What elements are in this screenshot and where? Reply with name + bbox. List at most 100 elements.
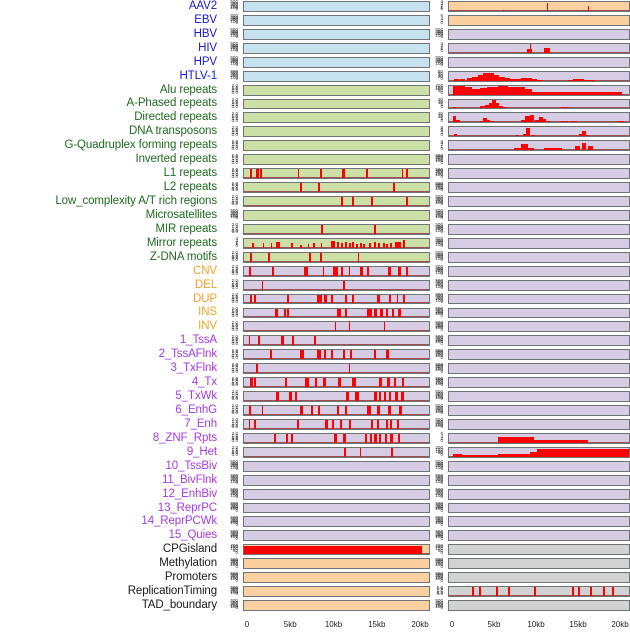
track-15-quies[interactable] bbox=[448, 530, 630, 542]
track-cnv[interactable] bbox=[243, 265, 430, 277]
track-14-reprpcwk[interactable] bbox=[448, 516, 630, 528]
track-2-tssaflnk[interactable] bbox=[448, 349, 630, 361]
track-cpgisland[interactable] bbox=[243, 544, 430, 556]
track-tad-boundary[interactable] bbox=[243, 600, 430, 611]
track-hiv[interactable] bbox=[448, 42, 630, 54]
track-directed-repeats[interactable] bbox=[243, 112, 430, 124]
track-15-quies[interactable] bbox=[243, 530, 430, 542]
track-ebv[interactable] bbox=[243, 14, 430, 26]
track-l2-repeats[interactable] bbox=[243, 182, 430, 194]
track-microsatellites[interactable] bbox=[243, 209, 430, 221]
track-htlv-1[interactable] bbox=[243, 70, 430, 82]
track-htlv-1[interactable] bbox=[448, 70, 630, 82]
track-methylation[interactable] bbox=[448, 558, 630, 570]
track-aav2[interactable] bbox=[448, 1, 630, 12]
track-7-enh[interactable] bbox=[448, 418, 630, 430]
track-mir-repeats[interactable] bbox=[243, 223, 430, 235]
track-baseline bbox=[449, 51, 629, 53]
y-tick-label: 400 bbox=[230, 530, 238, 536]
track-alu-repeats[interactable] bbox=[243, 84, 430, 96]
track-methylation[interactable] bbox=[243, 558, 430, 570]
track-a-phased-repeats[interactable] bbox=[448, 98, 630, 110]
track-6-enhg[interactable] bbox=[448, 405, 630, 416]
track-10-tssbiv[interactable] bbox=[448, 460, 630, 472]
track-cpgisland[interactable] bbox=[448, 544, 630, 556]
data-bar bbox=[573, 79, 579, 81]
track-promoters[interactable] bbox=[243, 572, 430, 584]
track-z-dna-motifs[interactable] bbox=[243, 251, 430, 263]
track-4-tx[interactable] bbox=[448, 377, 630, 389]
track-low-complexity-a-t-rich-regions[interactable] bbox=[448, 196, 630, 207]
track-13-reprpc[interactable] bbox=[243, 502, 430, 514]
track-inverted-repeats[interactable] bbox=[448, 154, 630, 166]
y-tick-label: 0 bbox=[235, 6, 238, 12]
track-ebv[interactable] bbox=[448, 14, 630, 26]
track-3-txflnk[interactable] bbox=[243, 363, 430, 375]
track-13-reprpc[interactable] bbox=[448, 502, 630, 514]
track-6-enhg[interactable] bbox=[243, 405, 430, 416]
track-inv[interactable] bbox=[448, 321, 630, 333]
track-8-znf-rpts[interactable] bbox=[448, 432, 630, 444]
track-11-bivflnk[interactable] bbox=[448, 474, 630, 486]
track-2-tssaflnk[interactable] bbox=[243, 349, 430, 361]
track-14-reprpcwk[interactable] bbox=[243, 516, 430, 528]
track-l1-repeats[interactable] bbox=[243, 168, 430, 180]
track-cnv[interactable] bbox=[448, 265, 630, 277]
track-l1-repeats[interactable] bbox=[448, 168, 630, 180]
track-7-enh[interactable] bbox=[243, 418, 430, 430]
track-del[interactable] bbox=[448, 279, 630, 291]
track-dna-transposons[interactable] bbox=[448, 126, 630, 138]
y-tick-label: 0 bbox=[440, 257, 443, 263]
track-dna-transposons[interactable] bbox=[243, 126, 430, 138]
track-dup[interactable] bbox=[243, 293, 430, 305]
data-bar bbox=[355, 243, 358, 248]
track-hiv[interactable] bbox=[243, 42, 430, 54]
track-11-bivflnk[interactable] bbox=[243, 474, 430, 486]
track-ins[interactable] bbox=[448, 307, 630, 319]
track-4-tx[interactable] bbox=[243, 377, 430, 389]
track-8-znf-rpts[interactable] bbox=[243, 432, 430, 444]
track-1-tssa[interactable] bbox=[243, 335, 430, 347]
track-hbv[interactable] bbox=[448, 28, 630, 40]
track-12-enhbiv[interactable] bbox=[448, 488, 630, 500]
track-mirror-repeats[interactable] bbox=[448, 237, 630, 249]
track-9-het[interactable] bbox=[448, 446, 630, 458]
track-replicationtiming[interactable] bbox=[448, 586, 630, 598]
track-dup[interactable] bbox=[448, 293, 630, 305]
track-replicationtiming[interactable] bbox=[243, 586, 430, 598]
track-mirror-repeats[interactable] bbox=[243, 237, 430, 249]
track-aav2[interactable] bbox=[243, 1, 430, 12]
track-g-quadruplex-forming-repeats[interactable] bbox=[448, 140, 630, 152]
track-5-txwk[interactable] bbox=[243, 391, 430, 402]
track-hpv[interactable] bbox=[448, 56, 630, 68]
track-directed-repeats[interactable] bbox=[448, 112, 630, 124]
track-hpv[interactable] bbox=[243, 56, 430, 68]
track-inv[interactable] bbox=[243, 321, 430, 333]
track-9-het[interactable] bbox=[243, 446, 430, 458]
track-plot-area bbox=[244, 155, 429, 164]
data-bar bbox=[531, 91, 543, 95]
track-1-tssa[interactable] bbox=[448, 335, 630, 347]
y-axis-ticks: 0 100 200 300 400 500 bbox=[225, 501, 238, 514]
track-a-phased-repeats[interactable] bbox=[243, 98, 430, 110]
track-l2-repeats[interactable] bbox=[448, 182, 630, 194]
track-10-tssbiv[interactable] bbox=[243, 460, 430, 472]
track-inverted-repeats[interactable] bbox=[243, 154, 430, 166]
track-z-dna-motifs[interactable] bbox=[448, 251, 630, 263]
track-alu-repeats[interactable] bbox=[448, 84, 630, 96]
track-ins[interactable] bbox=[243, 307, 430, 319]
track-5-txwk[interactable] bbox=[448, 391, 630, 402]
track-hbv[interactable] bbox=[243, 28, 430, 40]
track-tad-boundary[interactable] bbox=[448, 600, 630, 611]
track-promoters[interactable] bbox=[448, 572, 630, 584]
track-microsatellites[interactable] bbox=[448, 209, 630, 221]
track-3-txflnk[interactable] bbox=[448, 363, 630, 375]
y-tick-label: 500 bbox=[435, 556, 443, 562]
track-g-quadruplex-forming-repeats[interactable] bbox=[243, 140, 430, 152]
y-tick-label: 0 bbox=[440, 326, 443, 332]
y-tick-label: 1.5 bbox=[436, 586, 443, 592]
track-low-complexity-a-t-rich-regions[interactable] bbox=[243, 196, 430, 207]
track-mir-repeats[interactable] bbox=[448, 223, 630, 235]
track-del[interactable] bbox=[243, 279, 430, 291]
track-12-enhbiv[interactable] bbox=[243, 488, 430, 500]
